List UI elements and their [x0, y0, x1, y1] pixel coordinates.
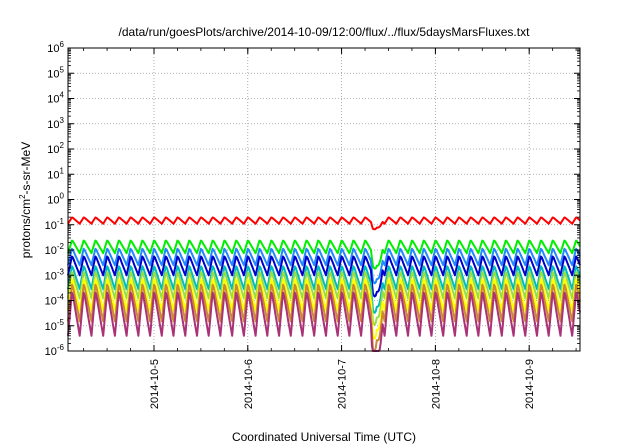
series-group — [67, 216, 581, 352]
y-tick-base: 10 — [45, 296, 57, 308]
y-tick-base: 10 — [45, 321, 57, 333]
y-tick-label: 10-2 — [45, 242, 65, 257]
y-tick-label: 10-4 — [45, 293, 65, 308]
y-tick-label: 104 — [47, 91, 64, 106]
y-tick-label: 103 — [47, 116, 64, 131]
series-line-3 — [67, 247, 581, 285]
y-axis-label: protons/cm2-s-sr-MeV — [18, 142, 33, 258]
y-tick-base: 10 — [47, 94, 59, 106]
y-tick-label: 102 — [47, 141, 64, 156]
y-tick-base: 10 — [47, 43, 59, 55]
y-tick-base: 10 — [45, 220, 57, 232]
y-tick-exponent: -6 — [57, 343, 65, 352]
y-tick-label: 10-3 — [45, 267, 65, 282]
tick-marks — [68, 47, 580, 352]
x-tick-label: 2014-10-8 — [430, 359, 442, 409]
series-line-5 — [67, 265, 581, 314]
y-tick-labels: 10-610-510-410-310-210-11001011021031041… — [45, 40, 65, 358]
y-tick-exponent: -1 — [57, 217, 65, 226]
x-tick-label: 2014-10-6 — [243, 359, 255, 409]
series-line-1 — [67, 216, 581, 231]
y-tick-exponent: 0 — [60, 192, 65, 201]
y-tick-label: 10-6 — [45, 343, 65, 358]
y-tick-label: 101 — [47, 166, 64, 181]
y-tick-exponent: 4 — [60, 91, 65, 100]
y-tick-base: 10 — [45, 346, 57, 358]
series-line-9 — [67, 291, 581, 352]
y-tick-exponent: -2 — [57, 242, 65, 251]
y-axis-label-main: protons/cm — [19, 199, 33, 258]
x-tick-label: 2014-10-7 — [337, 359, 349, 409]
series-line-6 — [67, 271, 581, 326]
y-tick-base: 10 — [47, 68, 59, 80]
y-tick-base: 10 — [45, 245, 57, 257]
y-tick-exponent: 5 — [60, 65, 65, 74]
y-tick-base: 10 — [47, 195, 59, 207]
y-tick-exponent: 2 — [60, 141, 65, 150]
x-axis-label: Coordinated Universal Time (UTC) — [232, 430, 416, 444]
x-tick-label: 2014-10-5 — [149, 359, 161, 409]
y-tick-label: 10-1 — [45, 217, 65, 232]
y-tick-exponent: 6 — [60, 40, 65, 49]
y-tick-exponent: 3 — [60, 116, 65, 125]
y-tick-label: 106 — [47, 40, 64, 55]
chart-title: /data/run/goesPlots/archive/2014-10-09/1… — [119, 25, 531, 39]
y-tick-exponent: -5 — [57, 318, 65, 327]
y-tick-label: 10-5 — [45, 318, 65, 333]
x-tick-label: 2014-10-9 — [524, 359, 536, 409]
x-tick-labels: 2014-10-5 2014-10-6 2014-10-7 2014-10-8 2014… — [149, 359, 536, 409]
y-tick-exponent: -4 — [57, 293, 65, 302]
y-tick-base: 10 — [47, 169, 59, 181]
series-line-8 — [67, 283, 581, 352]
y-tick-base: 10 — [47, 119, 59, 131]
y-tick-base: 10 — [47, 144, 59, 156]
y-axis-label-sup: 2 — [18, 194, 27, 199]
series-line-2 — [67, 239, 581, 270]
y-tick-exponent: -3 — [57, 267, 65, 276]
y-tick-label: 105 — [47, 65, 64, 80]
y-axis-label-rest: -s-sr-MeV — [19, 142, 33, 195]
y-tick-base: 10 — [45, 270, 57, 282]
y-tick-exponent: 1 — [60, 166, 65, 175]
series-line-4 — [67, 255, 581, 298]
y-tick-label: 100 — [47, 192, 64, 207]
